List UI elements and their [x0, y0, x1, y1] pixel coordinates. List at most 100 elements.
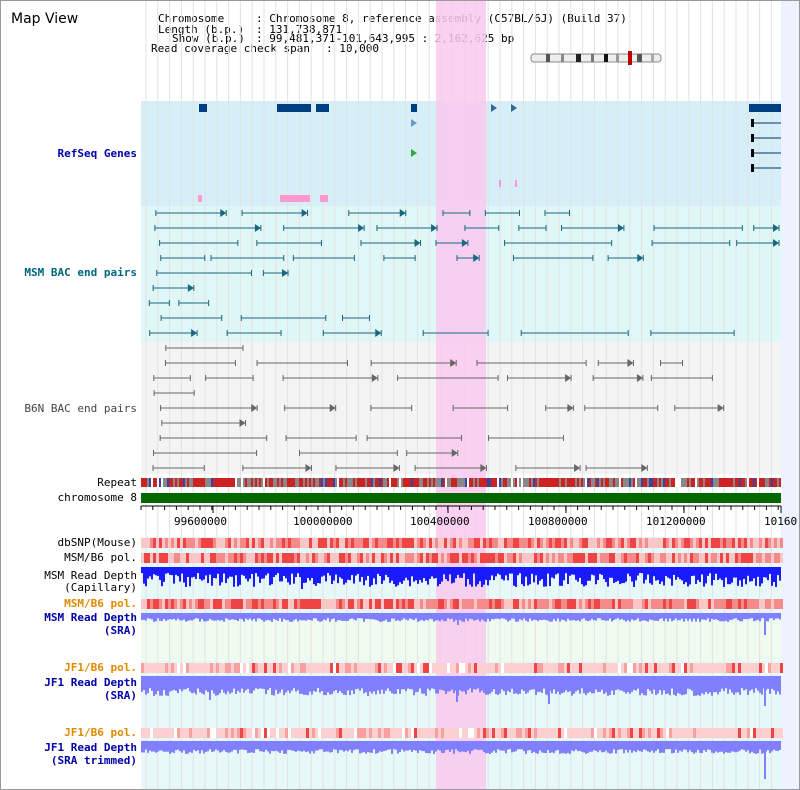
msm-b6-pol-heat-2	[441, 599, 444, 609]
jf1-b6-pol-heat	[312, 663, 315, 673]
jf1-depth-trim-bar	[229, 741, 231, 753]
msm-b6-pol-heat-2	[756, 599, 759, 609]
repeat-segment	[323, 478, 325, 487]
msm-depth-capillary-bar	[369, 567, 371, 587]
msm-depth-sra-bar	[567, 613, 569, 619]
repeat-segment	[573, 478, 575, 487]
jf1-b6-pol-heat	[144, 663, 147, 673]
msm-depth-capillary-bar	[211, 567, 213, 586]
msm-b6-pol-heat	[222, 553, 225, 563]
msm-b6-pol-heat-2	[324, 599, 327, 609]
msm-depth-capillary-bar	[377, 567, 379, 574]
jf1-b6-pol-heat	[417, 663, 420, 673]
jf1-depth-trim-bar	[421, 741, 423, 752]
msm-b6-pol-heat	[378, 553, 381, 563]
msm-b6-pol-heat	[669, 553, 672, 563]
msm-depth-sra-bar	[375, 613, 377, 620]
jf1-depth-trim-bar	[199, 741, 201, 754]
jf1-b6-pol-heat	[654, 663, 657, 673]
msm-b6-pol-heat-2	[522, 599, 525, 609]
ideogram-band	[637, 54, 642, 62]
msm-depth-capillary-bar	[391, 567, 393, 581]
jf1-b6-pol-heat	[231, 663, 234, 673]
jf1-depth-trim-bar	[361, 741, 363, 753]
jf1-depth-trim-bar	[475, 741, 477, 750]
dbsnp-heat	[360, 538, 363, 548]
dbsnp-heat	[621, 538, 624, 548]
repeat-segment	[717, 478, 719, 487]
msm-b6-pol-heat	[387, 553, 390, 563]
jf1-depth-sra-bar	[599, 676, 601, 692]
msm-depth-capillary-bar	[569, 567, 571, 576]
msm-b6-pol-heat	[678, 553, 681, 563]
jf1-b6-pol-heat-2	[270, 728, 273, 738]
repeat-segment	[713, 478, 715, 487]
dbsnp-heat	[651, 538, 654, 548]
jf1-depth-trim-bar	[441, 741, 443, 754]
gene-exon	[751, 134, 754, 142]
msm-depth-sra-bar	[501, 613, 503, 619]
msm-depth-capillary-bar	[657, 567, 659, 581]
jf1-b6-pol-heat-2	[369, 728, 372, 738]
repeat-segment	[557, 478, 559, 487]
repeat-segment	[299, 478, 301, 487]
msm-depth-sra-bar	[363, 613, 365, 622]
dbsnp-heat	[396, 538, 399, 548]
dbsnp-heat	[192, 538, 195, 548]
msm-b6-pol-heat	[279, 553, 282, 563]
dbsnp-heat	[471, 538, 474, 548]
jf1-depth-trim-bar	[733, 741, 735, 752]
msm-depth-capillary-bar	[357, 567, 359, 574]
msm-b6-pol-heat	[411, 553, 414, 563]
jf1-b6-pol-heat	[282, 663, 285, 673]
jf1-depth-trim-bar	[709, 741, 711, 750]
jf1-depth-trim-bar	[521, 741, 523, 750]
msm-depth-sra-bar	[295, 613, 297, 620]
msm-depth-capillary-bar	[679, 567, 681, 580]
msm-depth-sra-bar	[695, 613, 697, 622]
msm-depth-capillary-bar	[477, 567, 479, 585]
msm-depth-sra-bar	[525, 613, 527, 621]
msm-b6-pol-heat	[561, 553, 564, 563]
jf1-b6-pol-heat-2	[636, 728, 639, 738]
dbsnp-heat	[420, 538, 423, 548]
b6n-bac-pair	[329, 404, 336, 412]
jf1-depth-trim-bar	[437, 741, 439, 750]
jf1-depth-sra-bar	[337, 676, 339, 693]
jf1-depth-trim-bar	[211, 741, 213, 752]
msm-b6-pol-heat	[558, 553, 561, 563]
dbsnp-heat	[246, 538, 249, 548]
jf1-b6-pol-heat	[390, 663, 393, 673]
jf1-depth-sra-bar	[777, 676, 779, 692]
jf1-depth-sra-bar	[489, 676, 491, 694]
jf1-depth-sra-bar	[667, 676, 669, 694]
dbsnp-heat	[654, 538, 657, 548]
jf1-depth-sra-bar	[677, 676, 679, 693]
dbsnp-heat	[261, 538, 264, 548]
msm-depth-capillary-bar	[599, 567, 601, 574]
msm-depth-capillary-bar	[713, 567, 715, 580]
jf1-depth-sra-bar	[419, 676, 421, 689]
jf1-depth-sra-bar	[217, 676, 219, 696]
jf1-depth-sra-bar	[401, 676, 403, 690]
msm-b6-pol-heat-2	[738, 599, 741, 609]
msm-b6-pol-heat	[690, 553, 693, 563]
msm-depth-capillary-bar	[173, 567, 175, 584]
jf1-depth-trim-bar	[325, 741, 327, 752]
jf1-depth-sra-bar	[481, 676, 483, 691]
msm-b6-pol-heat	[588, 553, 591, 563]
dbsnp-heat	[543, 538, 546, 548]
msm-b6-pol-heat-2	[360, 599, 363, 609]
jf1-b6-pol-heat-2	[696, 728, 699, 738]
jf1-depth-sra-bar	[501, 676, 503, 690]
msm-b6-pol-heat-2	[555, 599, 558, 609]
dbsnp-heat	[153, 538, 156, 548]
msm-b6-pol-heat	[609, 553, 612, 563]
msm-depth-sra-bar	[749, 613, 751, 619]
jf1-b6-pol-heat	[213, 663, 216, 673]
msm-b6-pol-heat-2	[768, 599, 771, 609]
jf1-b6-pol-heat-2	[348, 728, 351, 738]
repeat-segment	[509, 478, 511, 487]
jf1-b6-pol-heat	[477, 663, 480, 673]
